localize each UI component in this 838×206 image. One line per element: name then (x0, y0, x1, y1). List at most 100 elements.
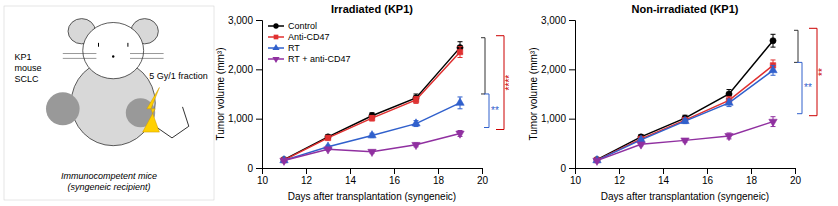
legend-label: Control (288, 21, 317, 31)
bracket (496, 36, 504, 130)
bracket-line (809, 28, 817, 29)
error-bar-cap (771, 116, 776, 117)
tick-mark (569, 119, 575, 120)
tick-label: 18 (746, 175, 758, 186)
significance-brackets: ****** (481, 36, 515, 130)
bracket-line (481, 37, 485, 38)
series (593, 117, 777, 166)
point (412, 119, 420, 126)
tick-mark (795, 168, 796, 174)
point (725, 98, 733, 105)
illustration-caption-line: Immunocompetent mice (61, 171, 157, 181)
mouse-head (83, 22, 144, 78)
point (769, 119, 777, 126)
error-bar (771, 34, 776, 47)
significance-label: ** (491, 105, 499, 116)
tick: 16 (389, 168, 401, 186)
tick-mark (350, 168, 351, 174)
point (368, 149, 376, 156)
panel-border (4, 6, 214, 200)
tick-label: 16 (702, 175, 714, 186)
x-axis: 10 12 14 16 18 20 (257, 168, 489, 186)
mouse-whisker (63, 58, 97, 59)
bracket-line (798, 30, 799, 62)
tick-mark (256, 20, 262, 21)
tick-mark (394, 168, 395, 174)
tick-mark (256, 69, 262, 70)
tick-mark (663, 168, 664, 174)
point (456, 131, 464, 138)
tick: 14 (658, 168, 670, 186)
series-line (284, 133, 460, 160)
significance-label: ** (804, 82, 812, 93)
illustration-caption-line: (syngeneic recipient) (67, 182, 150, 192)
y-axis: 01,0002,0003,000 (228, 15, 263, 174)
figure: KP1mouseSCLC5 Gy/1 fractionImmunocompete… (0, 0, 838, 206)
tick-label: 18 (433, 175, 445, 186)
y-axis-line (569, 21, 576, 169)
bracket-line (797, 113, 802, 114)
tick-label: 12 (614, 175, 626, 186)
illustration-label-line: KP1 (15, 52, 32, 62)
tick: 2,000 (541, 64, 575, 75)
error-bar (326, 136, 331, 140)
point (325, 134, 331, 140)
tick-mark (256, 119, 262, 120)
tick-label: 12 (301, 175, 313, 186)
y-axis: 01,0002,0003,000 (541, 15, 576, 174)
bracket-line (496, 129, 504, 130)
significance-label: ** (817, 68, 828, 76)
series (280, 97, 464, 163)
error-bar-cap (727, 96, 732, 97)
tick: 20 (477, 168, 489, 186)
bracket-line (809, 115, 817, 116)
bracket (794, 30, 798, 62)
point (457, 49, 462, 54)
tick: 12 (614, 168, 626, 186)
tick-mark (438, 168, 439, 174)
point (726, 91, 732, 97)
bracket (481, 38, 485, 94)
tick-label: 1,000 (541, 113, 566, 124)
tick-mark (569, 20, 575, 21)
tick: 1,000 (541, 113, 575, 124)
error-bar-cap (414, 103, 419, 104)
bracket-line (794, 30, 798, 31)
legend-swatch-marker (272, 57, 279, 63)
error-bar-cap (771, 34, 776, 35)
point (637, 142, 645, 149)
series (594, 60, 775, 163)
series (281, 42, 463, 163)
error-bar (414, 94, 419, 102)
tick-mark (569, 168, 575, 169)
point (770, 38, 776, 44)
legend-label: Anti-CD47 (288, 32, 330, 42)
point (324, 147, 332, 154)
bracket-line (802, 62, 803, 113)
tick: 10 (257, 168, 269, 186)
dose-label: 5 Gy/1 fraction (149, 71, 208, 81)
error-bar-cap (771, 47, 776, 48)
tick-label: 2,000 (228, 64, 253, 75)
lightning-bolt (143, 87, 160, 132)
series-line (597, 41, 773, 160)
line-chart: 10121416182001,0002,0003,000Non-irradiat… (528, 3, 828, 202)
point (369, 115, 374, 120)
tick-label: 16 (389, 175, 401, 186)
y-axis-line (256, 21, 263, 169)
series-line (284, 48, 460, 160)
legend-entry: RT + anti-CD47 (268, 54, 350, 64)
tick: 14 (345, 168, 357, 186)
illustration-label-line: SCLC (15, 74, 40, 84)
error-bar-cap (771, 59, 776, 60)
tick: 1,000 (228, 113, 262, 124)
tick-label: 0 (247, 163, 253, 174)
tick-label: 20 (790, 175, 802, 186)
tick-label: 1,000 (228, 113, 253, 124)
tick-label: 3,000 (541, 15, 566, 26)
tick: 16 (702, 168, 714, 186)
x-axis-title: Days after transplantation (syngeneic) (288, 191, 456, 202)
error-bar (370, 115, 375, 120)
tick: 18 (433, 168, 445, 186)
error-bar-cap (727, 106, 732, 107)
